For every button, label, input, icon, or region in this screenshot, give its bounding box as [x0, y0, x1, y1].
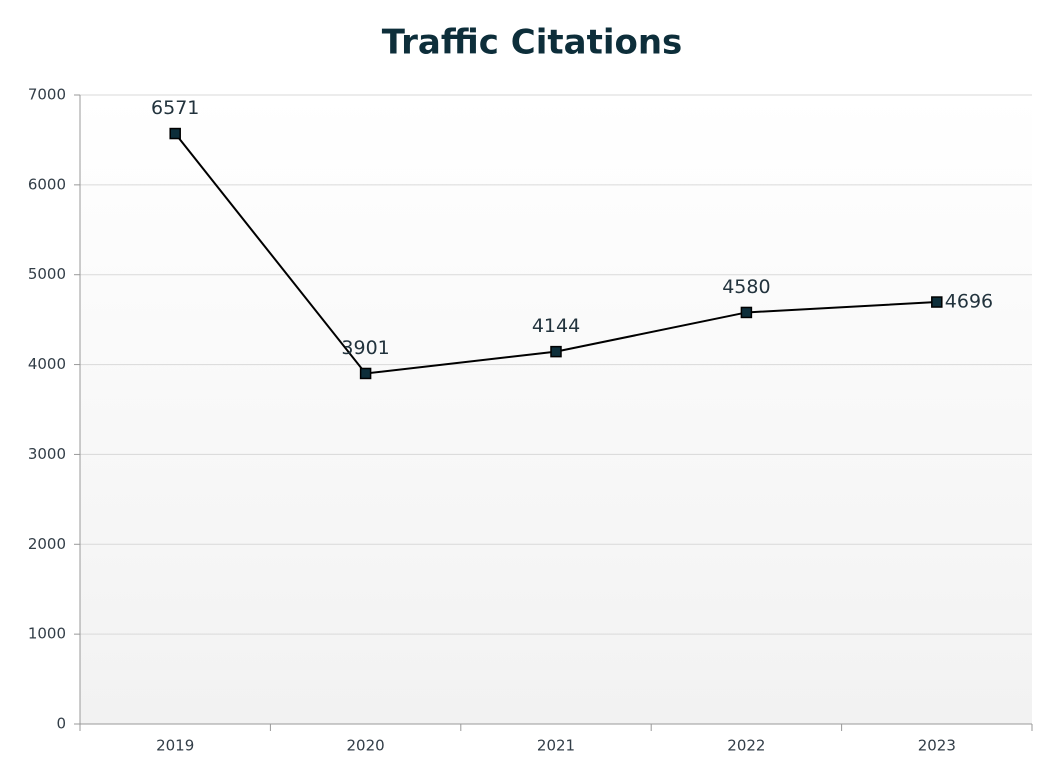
plot-area: [80, 95, 1032, 724]
y-tick-label: 7000: [28, 86, 66, 104]
data-marker: [550, 345, 562, 358]
x-tick-label: 2023: [918, 737, 956, 755]
data-label: 3901: [341, 337, 389, 359]
data-marker: [931, 296, 943, 308]
x-tick-label: 2020: [347, 737, 385, 755]
y-tick-label: 2000: [28, 535, 66, 553]
y-tick-label: 5000: [28, 265, 66, 283]
y-tick-label: 3000: [28, 445, 66, 463]
x-tick-label: 2019: [156, 737, 194, 755]
y-tick-label: 6000: [28, 175, 66, 193]
data-marker: [740, 306, 753, 319]
x-tick-label: 2022: [727, 737, 765, 755]
data-label: 4696: [945, 291, 993, 313]
chart-title: Traffic Citations: [382, 23, 683, 63]
y-tick-label: 0: [56, 715, 66, 733]
data-label: 6571: [151, 97, 199, 119]
data-label: 4144: [532, 315, 580, 337]
data-marker: [169, 127, 181, 140]
x-tick-label: 2021: [537, 737, 575, 755]
y-tick-label: 4000: [28, 355, 66, 373]
y-tick-label: 1000: [28, 625, 66, 643]
data-marker: [359, 367, 372, 380]
data-label: 4580: [722, 276, 770, 298]
